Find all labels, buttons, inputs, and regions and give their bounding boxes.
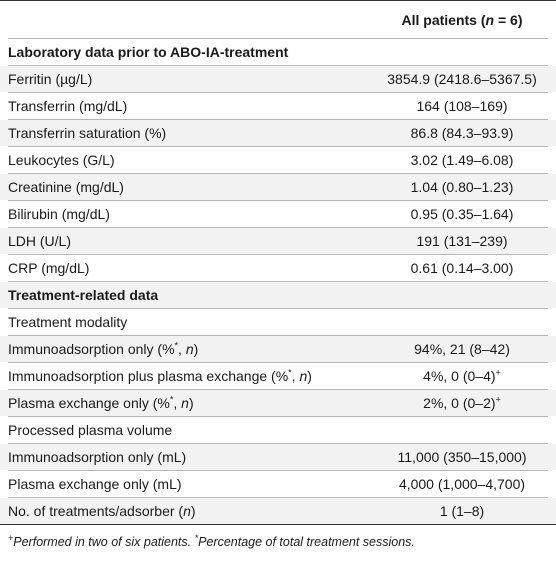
row-value: 191 (131–239) <box>416 233 508 249</box>
row-value: 0.61 (0.14–3.00) <box>410 260 514 276</box>
table-row: Immunoadsorption only (%*, n) 94%, 21 (8–… <box>0 336 556 362</box>
row-label: Bilirubin (mg/dL) <box>8 206 110 222</box>
row-divider <box>8 443 548 444</box>
row-value: 4,000 (1,000–4,700) <box>398 476 526 492</box>
row-divider <box>8 389 548 390</box>
row-divider <box>8 497 548 498</box>
table-bottom-rule <box>0 524 556 525</box>
row-label: Laboratory data prior to ABO-IA-treatmen… <box>8 44 289 60</box>
row-divider <box>8 281 548 282</box>
row-divider <box>8 470 548 471</box>
row-divider <box>8 92 548 93</box>
table-row: CRP (mg/dL) 0.61 (0.14–3.00) <box>0 255 556 281</box>
table-top-rule <box>0 0 556 1</box>
row-divider <box>8 335 548 336</box>
row-label: Plasma exchange only (%*, n) <box>8 394 194 411</box>
row-label: CRP (mg/dL) <box>8 260 90 276</box>
row-label: Ferritin (µg/L) <box>8 71 93 87</box>
row-label: Immunoadsorption only (mL) <box>8 449 187 465</box>
row-divider <box>8 200 548 201</box>
table-header-row: All patients (n = 6) <box>0 1 556 38</box>
table-row: Immunoadsorption plus plasma exchange (%… <box>0 363 556 389</box>
row-label: Creatinine (mg/dL) <box>8 179 124 195</box>
row-label: Treatment-related data <box>8 287 159 303</box>
table-row: Immunoadsorption only (mL) 11,000 (350–15… <box>0 444 556 470</box>
row-divider <box>8 119 548 120</box>
table-row: Transferrin (mg/dL) 164 (108–169) <box>0 93 556 119</box>
row-label: Processed plasma volume <box>8 422 173 438</box>
row-label: LDH (U/L) <box>8 233 72 249</box>
row-value: 86.8 (84.3–93.9) <box>410 125 514 141</box>
row-label: Treatment modality <box>8 314 128 330</box>
table-row: Plasma exchange only (%*, n) 2%, 0 (0–2)+ <box>0 390 556 416</box>
table-row: Creatinine (mg/dL) 1.04 (0.80–1.23) <box>0 174 556 200</box>
row-divider <box>8 308 548 309</box>
row-divider <box>8 362 548 363</box>
row-label: Immunoadsorption only (%*, n) <box>8 340 199 357</box>
row-value: 0.95 (0.35–1.64) <box>410 206 514 222</box>
row-label: Transferrin saturation (%) <box>8 125 167 141</box>
table-row: Processed plasma volume <box>0 417 556 443</box>
row-label: Leukocytes (G/L) <box>8 152 115 168</box>
row-label: No. of treatments/adsorber (n) <box>8 503 196 519</box>
header-col2: All patients (n = 6) <box>401 11 523 28</box>
table-row: Bilirubin (mg/dL) 0.95 (0.35–1.64) <box>0 201 556 227</box>
row-divider <box>8 227 548 228</box>
table-row: Plasma exchange only (mL) 4,000 (1,000–4,… <box>0 471 556 497</box>
row-divider <box>8 173 548 174</box>
row-value: 3.02 (1.49–6.08) <box>410 152 514 168</box>
table-footnote: +Performed in two of six patients. *Perc… <box>8 532 415 549</box>
row-divider <box>8 146 548 147</box>
row-value: 11,000 (350–15,000) <box>397 449 527 465</box>
table-body: Laboratory data prior to ABO-IA-treatmen… <box>0 39 556 524</box>
row-divider <box>8 254 548 255</box>
row-value: 1.04 (0.80–1.23) <box>410 179 514 195</box>
section-header-row: Treatment-related data <box>0 282 556 308</box>
table-row: Treatment modality <box>0 309 556 335</box>
table-row: Transferrin saturation (%) 86.8 (84.3–93.… <box>0 120 556 146</box>
row-divider <box>8 416 548 417</box>
header-rule <box>8 38 548 39</box>
row-value: 3854.9 (2418.6–5367.5) <box>387 71 537 87</box>
row-divider <box>8 65 548 66</box>
row-label: Plasma exchange only (mL) <box>8 476 182 492</box>
table-row: Leukocytes (G/L) 3.02 (1.49–6.08) <box>0 147 556 173</box>
row-value: 4%, 0 (0–4)+ <box>423 367 501 384</box>
row-value: 1 (1–8) <box>439 503 485 519</box>
table-row: No. of treatments/adsorber (n) 1 (1–8) <box>0 498 556 524</box>
row-label: Transferrin (mg/dL) <box>8 98 128 114</box>
table-row: Ferritin (µg/L) 3854.9 (2418.6–5367.5) <box>0 66 556 92</box>
section-header-row: Laboratory data prior to ABO-IA-treatmen… <box>0 39 556 65</box>
row-value: 164 (108–169) <box>416 98 508 114</box>
row-label: Immunoadsorption plus plasma exchange (%… <box>8 367 312 384</box>
row-value: 94%, 21 (8–42) <box>414 341 510 357</box>
row-value: 2%, 0 (0–2)+ <box>423 394 501 411</box>
data-table: All patients (n = 6) Laboratory data pri… <box>0 0 556 549</box>
table-row: LDH (U/L) 191 (131–239) <box>0 228 556 254</box>
